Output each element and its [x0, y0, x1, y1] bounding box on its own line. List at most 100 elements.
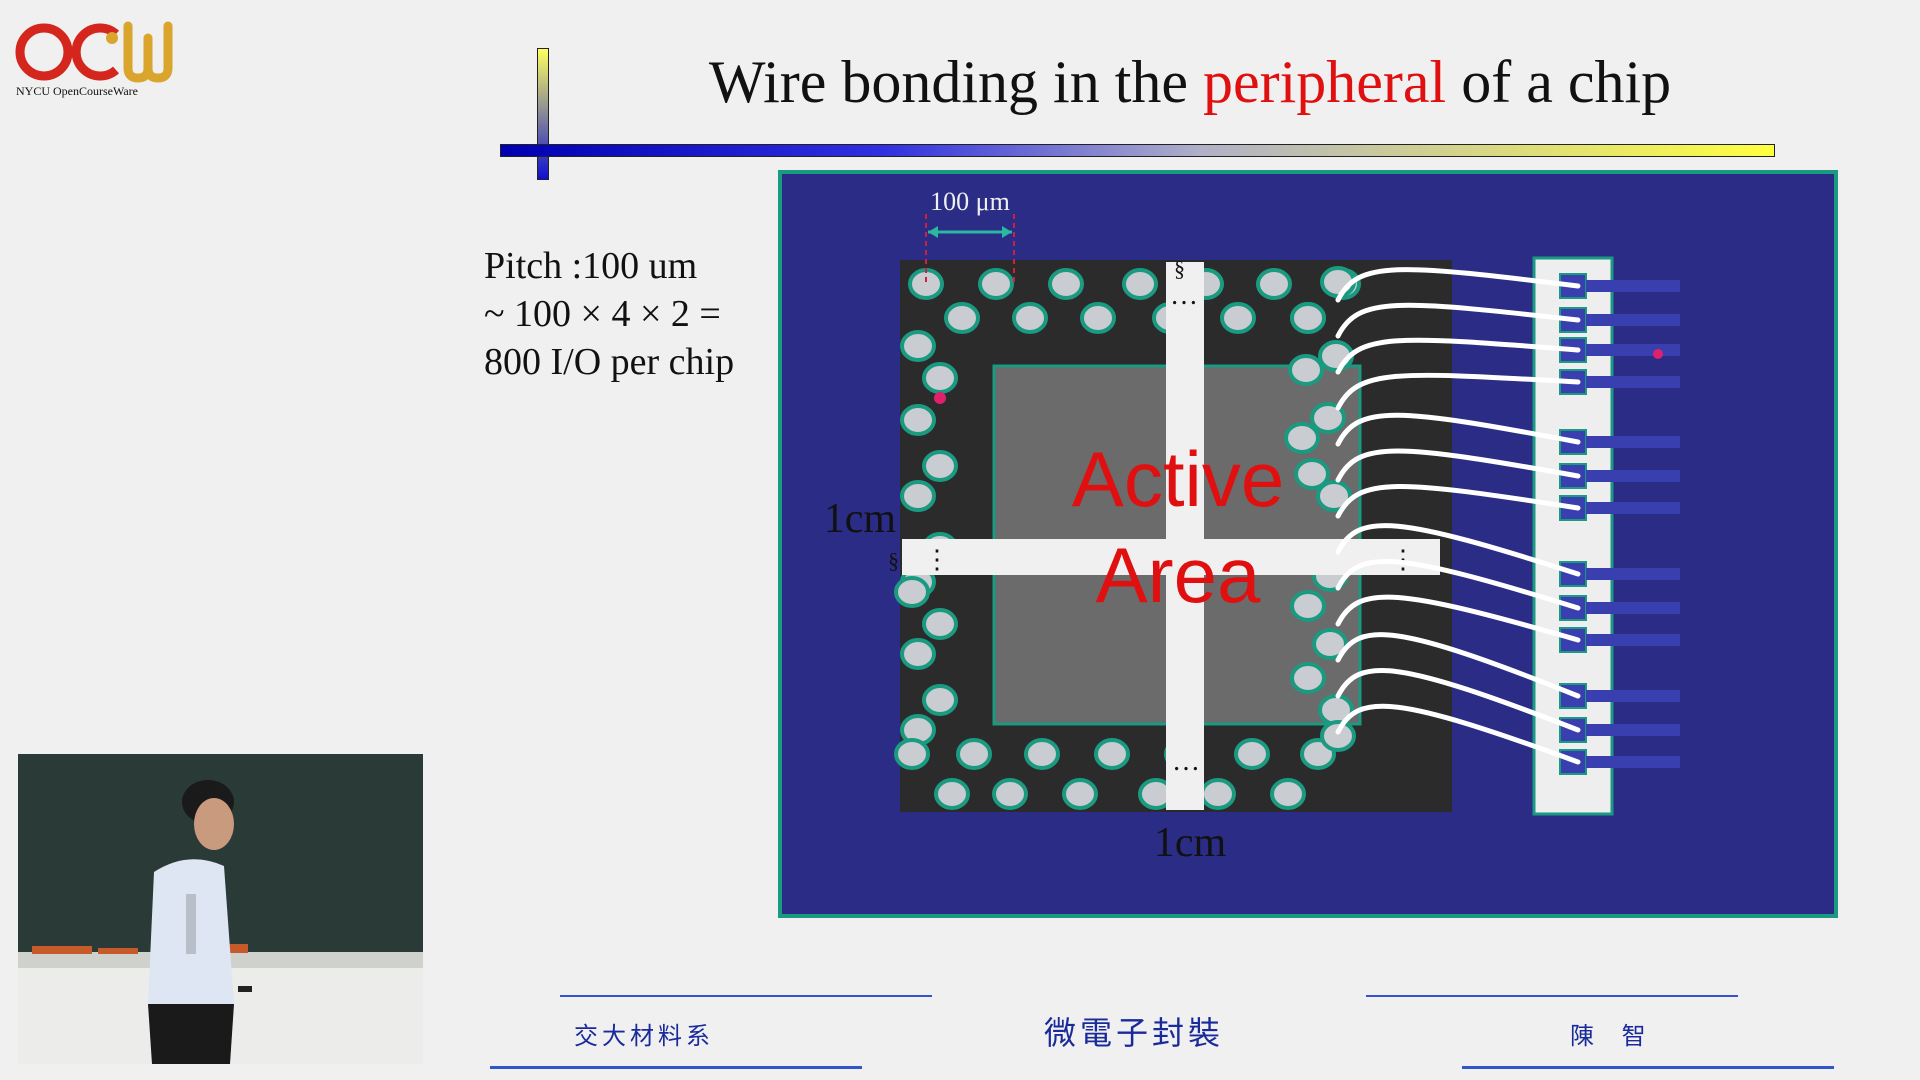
footer-line	[1462, 1066, 1834, 1069]
lead-trace	[1586, 314, 1680, 326]
lead-trace	[1586, 280, 1680, 292]
lead-trace	[1586, 470, 1680, 482]
pitch-line: ~ 100 × 4 × 2 =	[484, 293, 721, 335]
bond-pad	[1012, 302, 1048, 334]
bond-pad	[1290, 302, 1326, 334]
bond-pad	[944, 302, 980, 334]
bond-pad	[1234, 738, 1270, 770]
title-prefix: Wire bonding in the	[708, 49, 1204, 115]
lead-trace	[1586, 502, 1680, 514]
bond-pad	[1294, 458, 1330, 490]
bond-pads	[894, 266, 1361, 810]
pitch-text: Pitch :100 um ~ 100 × 4 × 2 = 800 I/O pe…	[484, 242, 734, 386]
bond-pad	[1200, 778, 1236, 810]
pitch-line: 800 I/O per chip	[484, 341, 735, 383]
bond-wire	[1335, 703, 1581, 765]
bond-pad	[956, 738, 992, 770]
bond-wire	[1335, 372, 1581, 411]
bond-pad	[1290, 662, 1326, 694]
bond-pad	[1024, 738, 1060, 770]
pointer-dot	[1653, 349, 1663, 359]
ocw-logo-mark	[15, 21, 173, 83]
bond-pad	[894, 738, 930, 770]
cut-dots: …	[1172, 746, 1200, 777]
pitch-line: Pitch :100 um	[484, 245, 698, 287]
bond-pad	[900, 638, 936, 670]
cut-dots: ⋮	[924, 545, 950, 574]
bond-pad	[1220, 302, 1256, 334]
lead-trace	[1586, 756, 1680, 768]
ocw-logo	[12, 18, 182, 108]
bond-pad	[1256, 268, 1292, 300]
bond-pad	[1310, 402, 1346, 434]
lecturer-video	[18, 754, 423, 1064]
bond-wire	[1335, 412, 1581, 447]
active-label-line2: Area	[1096, 531, 1261, 619]
left-dimension: 1cm	[824, 496, 897, 542]
footer-center: 微電子封裝	[1044, 1014, 1225, 1052]
bond-pad	[900, 404, 936, 436]
chip-diagram: … … ⋮ ⋮ § § Active Area 100 μm 1cm 1cm	[778, 170, 1838, 918]
bond-pad	[1290, 590, 1326, 622]
bond-pad	[922, 684, 958, 716]
lead-trace	[1586, 344, 1680, 356]
lead-trace	[1586, 568, 1680, 580]
break-mark: §	[888, 548, 899, 573]
bond-wires	[1335, 267, 1581, 765]
bond-pad	[900, 330, 936, 362]
bond-pad	[992, 778, 1028, 810]
lead-trace	[1586, 436, 1680, 448]
bond-wire	[1335, 267, 1581, 303]
bond-wire	[1335, 594, 1581, 643]
bond-pad	[900, 480, 936, 512]
bond-pad	[922, 362, 958, 394]
pitch-label: 100 μm	[930, 187, 1010, 216]
cut-vertical	[1166, 262, 1204, 810]
bond-pad	[1288, 354, 1324, 386]
footer-line	[1366, 995, 1738, 997]
footer-line	[560, 995, 932, 997]
bond-wire	[1335, 448, 1581, 483]
lead-trace	[1586, 690, 1680, 702]
footer-line	[490, 1066, 862, 1069]
bond-pad	[1316, 480, 1352, 512]
bond-pad	[1094, 738, 1130, 770]
bond-pad	[1048, 268, 1084, 300]
bond-wire	[1335, 523, 1581, 577]
bond-wire	[1335, 632, 1581, 699]
bond-pad	[934, 778, 970, 810]
slide-title: Wire bonding in the peripheral of a chip	[560, 48, 1820, 117]
bond-wire	[1335, 483, 1581, 519]
logo-subtitle: NYCU OpenCourseWare	[16, 84, 139, 98]
active-label-line1: Active	[1072, 435, 1284, 523]
cut-dots: …	[1170, 280, 1198, 311]
lead-trace	[1586, 634, 1680, 646]
bond-pad	[1284, 422, 1320, 454]
bond-pad	[1122, 268, 1158, 300]
bond-pad	[978, 268, 1014, 300]
bond-wire	[1335, 668, 1581, 733]
lead-trace	[1586, 376, 1680, 388]
footer-left: 交大材料系	[574, 1022, 714, 1050]
footer-right: 陳 智	[1570, 1022, 1656, 1050]
bond-pad	[894, 576, 930, 608]
lead-trace	[1586, 724, 1680, 736]
bond-pad	[908, 268, 944, 300]
bond-wire	[1335, 337, 1581, 375]
bond-pad	[922, 450, 958, 482]
bond-pad	[922, 608, 958, 640]
bond-pad	[1080, 302, 1116, 334]
title-accent-horizontal	[500, 144, 1775, 157]
lead-trace	[1586, 602, 1680, 614]
bottom-dimension: 1cm	[1154, 820, 1227, 866]
break-mark: §	[1174, 256, 1185, 281]
bond-pad	[1270, 778, 1306, 810]
bond-wire	[1335, 559, 1581, 611]
title-highlight: peripheral	[1203, 49, 1447, 115]
bond-pad	[1312, 628, 1348, 660]
bond-wire	[1335, 302, 1581, 339]
pointer-dot	[934, 392, 946, 404]
title-accent-vertical	[537, 48, 549, 180]
bond-pad	[1320, 720, 1356, 752]
title-suffix: of a chip	[1446, 49, 1672, 115]
